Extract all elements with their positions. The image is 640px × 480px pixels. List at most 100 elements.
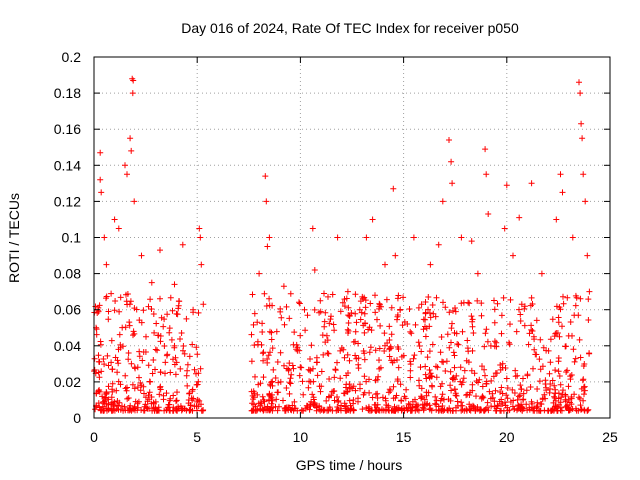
data-point [250, 321, 257, 328]
data-point [337, 308, 344, 315]
data-point [185, 397, 192, 403]
data-point [394, 312, 401, 318]
data-point [523, 387, 530, 394]
data-point [174, 389, 180, 396]
plot-frame [93, 56, 611, 419]
data-point [317, 388, 324, 395]
data-point [433, 397, 440, 404]
data-point [499, 390, 506, 397]
data-point [481, 343, 488, 350]
data-point [109, 380, 116, 387]
data-point [539, 363, 546, 370]
data-point [426, 367, 433, 373]
data-point [555, 314, 562, 321]
data-point [566, 399, 573, 406]
data-point [108, 337, 115, 344]
data-point [521, 303, 528, 310]
data-point [376, 357, 382, 364]
data-point [400, 352, 407, 359]
data-point [501, 225, 508, 232]
data-point [406, 306, 413, 312]
data-point [529, 400, 536, 407]
data-point [341, 354, 348, 361]
data-point [114, 369, 121, 376]
data-point [352, 310, 359, 317]
data-point [372, 292, 378, 299]
data-point [361, 329, 368, 336]
data-point [435, 241, 442, 248]
data-point [287, 375, 294, 382]
data-point [149, 370, 156, 377]
data-point [452, 308, 459, 315]
data-point [152, 366, 158, 373]
data-point [350, 406, 357, 413]
data-point [483, 171, 490, 178]
data-point [136, 353, 143, 360]
data-point [119, 403, 125, 410]
data-point [350, 400, 357, 407]
data-point [517, 406, 524, 413]
data-point [438, 407, 444, 414]
data-point [186, 390, 193, 397]
data-point [510, 252, 516, 259]
data-point [586, 288, 593, 295]
data-point [167, 395, 174, 402]
data-point [334, 359, 340, 366]
data-point [579, 135, 586, 142]
data-point [446, 344, 453, 351]
data-point [326, 376, 333, 382]
data-point [96, 374, 103, 381]
data-point [503, 375, 510, 382]
data-point [124, 395, 131, 402]
data-point [366, 389, 373, 396]
data-point [416, 343, 423, 349]
data-point [416, 377, 422, 384]
data-point [167, 369, 174, 376]
y-tick-label: 0.08 [54, 266, 81, 282]
data-point [398, 397, 405, 404]
data-point [252, 403, 259, 410]
data-point [368, 407, 375, 414]
data-point [534, 386, 541, 392]
data-point [425, 294, 432, 300]
data-point [449, 375, 456, 382]
data-point [389, 407, 396, 414]
data-point [521, 305, 528, 312]
data-point [407, 358, 414, 365]
data-point [433, 374, 440, 381]
data-point [286, 360, 293, 367]
data-point [167, 407, 174, 414]
data-point [372, 401, 379, 408]
data-point [409, 398, 416, 405]
data-point [520, 390, 527, 397]
data-point [525, 341, 532, 348]
data-point [494, 402, 501, 409]
data-point [176, 298, 183, 305]
data-point [359, 406, 366, 413]
data-point [316, 403, 323, 410]
data-point [527, 302, 534, 309]
data-point [109, 386, 116, 393]
data-point [130, 77, 137, 84]
data-point [386, 346, 393, 353]
data-point [511, 406, 518, 413]
data-point [323, 397, 330, 404]
data-point [494, 300, 501, 307]
data-point [256, 270, 263, 277]
data-point [402, 395, 409, 402]
data-point [538, 401, 545, 408]
data-point [460, 375, 467, 382]
y-tick-label: 0.02 [54, 374, 81, 390]
data-point [251, 310, 258, 317]
data-point [483, 326, 490, 333]
data-point [556, 373, 563, 379]
data-point [290, 365, 297, 372]
data-point [173, 398, 179, 405]
data-point [490, 373, 497, 380]
data-point [569, 332, 575, 339]
data-point [571, 391, 578, 398]
data-point [362, 304, 369, 311]
data-point [352, 387, 359, 394]
data-point [361, 350, 368, 357]
data-point [498, 401, 505, 407]
